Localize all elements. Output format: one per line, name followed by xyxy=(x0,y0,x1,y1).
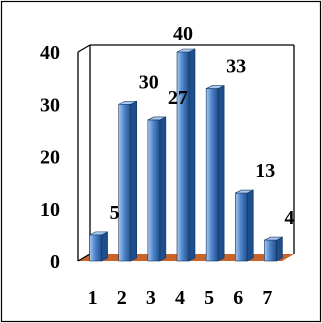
y-axis-ticks: 0 10 20 30 40 xyxy=(40,42,60,273)
bar xyxy=(176,48,196,262)
bar xyxy=(234,189,254,262)
y-tick-label: 10 xyxy=(40,199,60,221)
bar xyxy=(118,100,138,262)
y-tick-label: 0 xyxy=(50,251,60,273)
bar xyxy=(264,236,283,262)
x-tick-label: 4 xyxy=(175,287,185,309)
x-tick-label: 3 xyxy=(146,287,156,309)
data-labels: 5 30 27 40 33 13 4 xyxy=(110,23,295,229)
data-label: 27 xyxy=(168,87,188,109)
data-label: 33 xyxy=(226,56,246,78)
x-tick-label: 7 xyxy=(262,287,272,309)
bar xyxy=(147,116,167,262)
y-tick-label: 30 xyxy=(40,94,60,116)
bar xyxy=(205,85,225,262)
data-label: 40 xyxy=(173,23,193,45)
data-label: 30 xyxy=(139,71,159,93)
data-label: 5 xyxy=(110,202,120,224)
data-label: 13 xyxy=(255,160,275,182)
bars xyxy=(89,48,283,262)
side-wall-top-edge xyxy=(77,44,91,53)
x-tick-label: 2 xyxy=(117,287,127,309)
data-label: 4 xyxy=(284,207,294,229)
x-tick-label: 6 xyxy=(233,287,243,309)
x-tick-label: 1 xyxy=(88,287,98,309)
y-tick-label: 40 xyxy=(40,42,60,64)
y-tick-label: 20 xyxy=(40,147,60,169)
bar xyxy=(89,231,108,262)
x-tick-label: 5 xyxy=(204,287,214,309)
side-wall-bottom-edge xyxy=(77,253,91,262)
